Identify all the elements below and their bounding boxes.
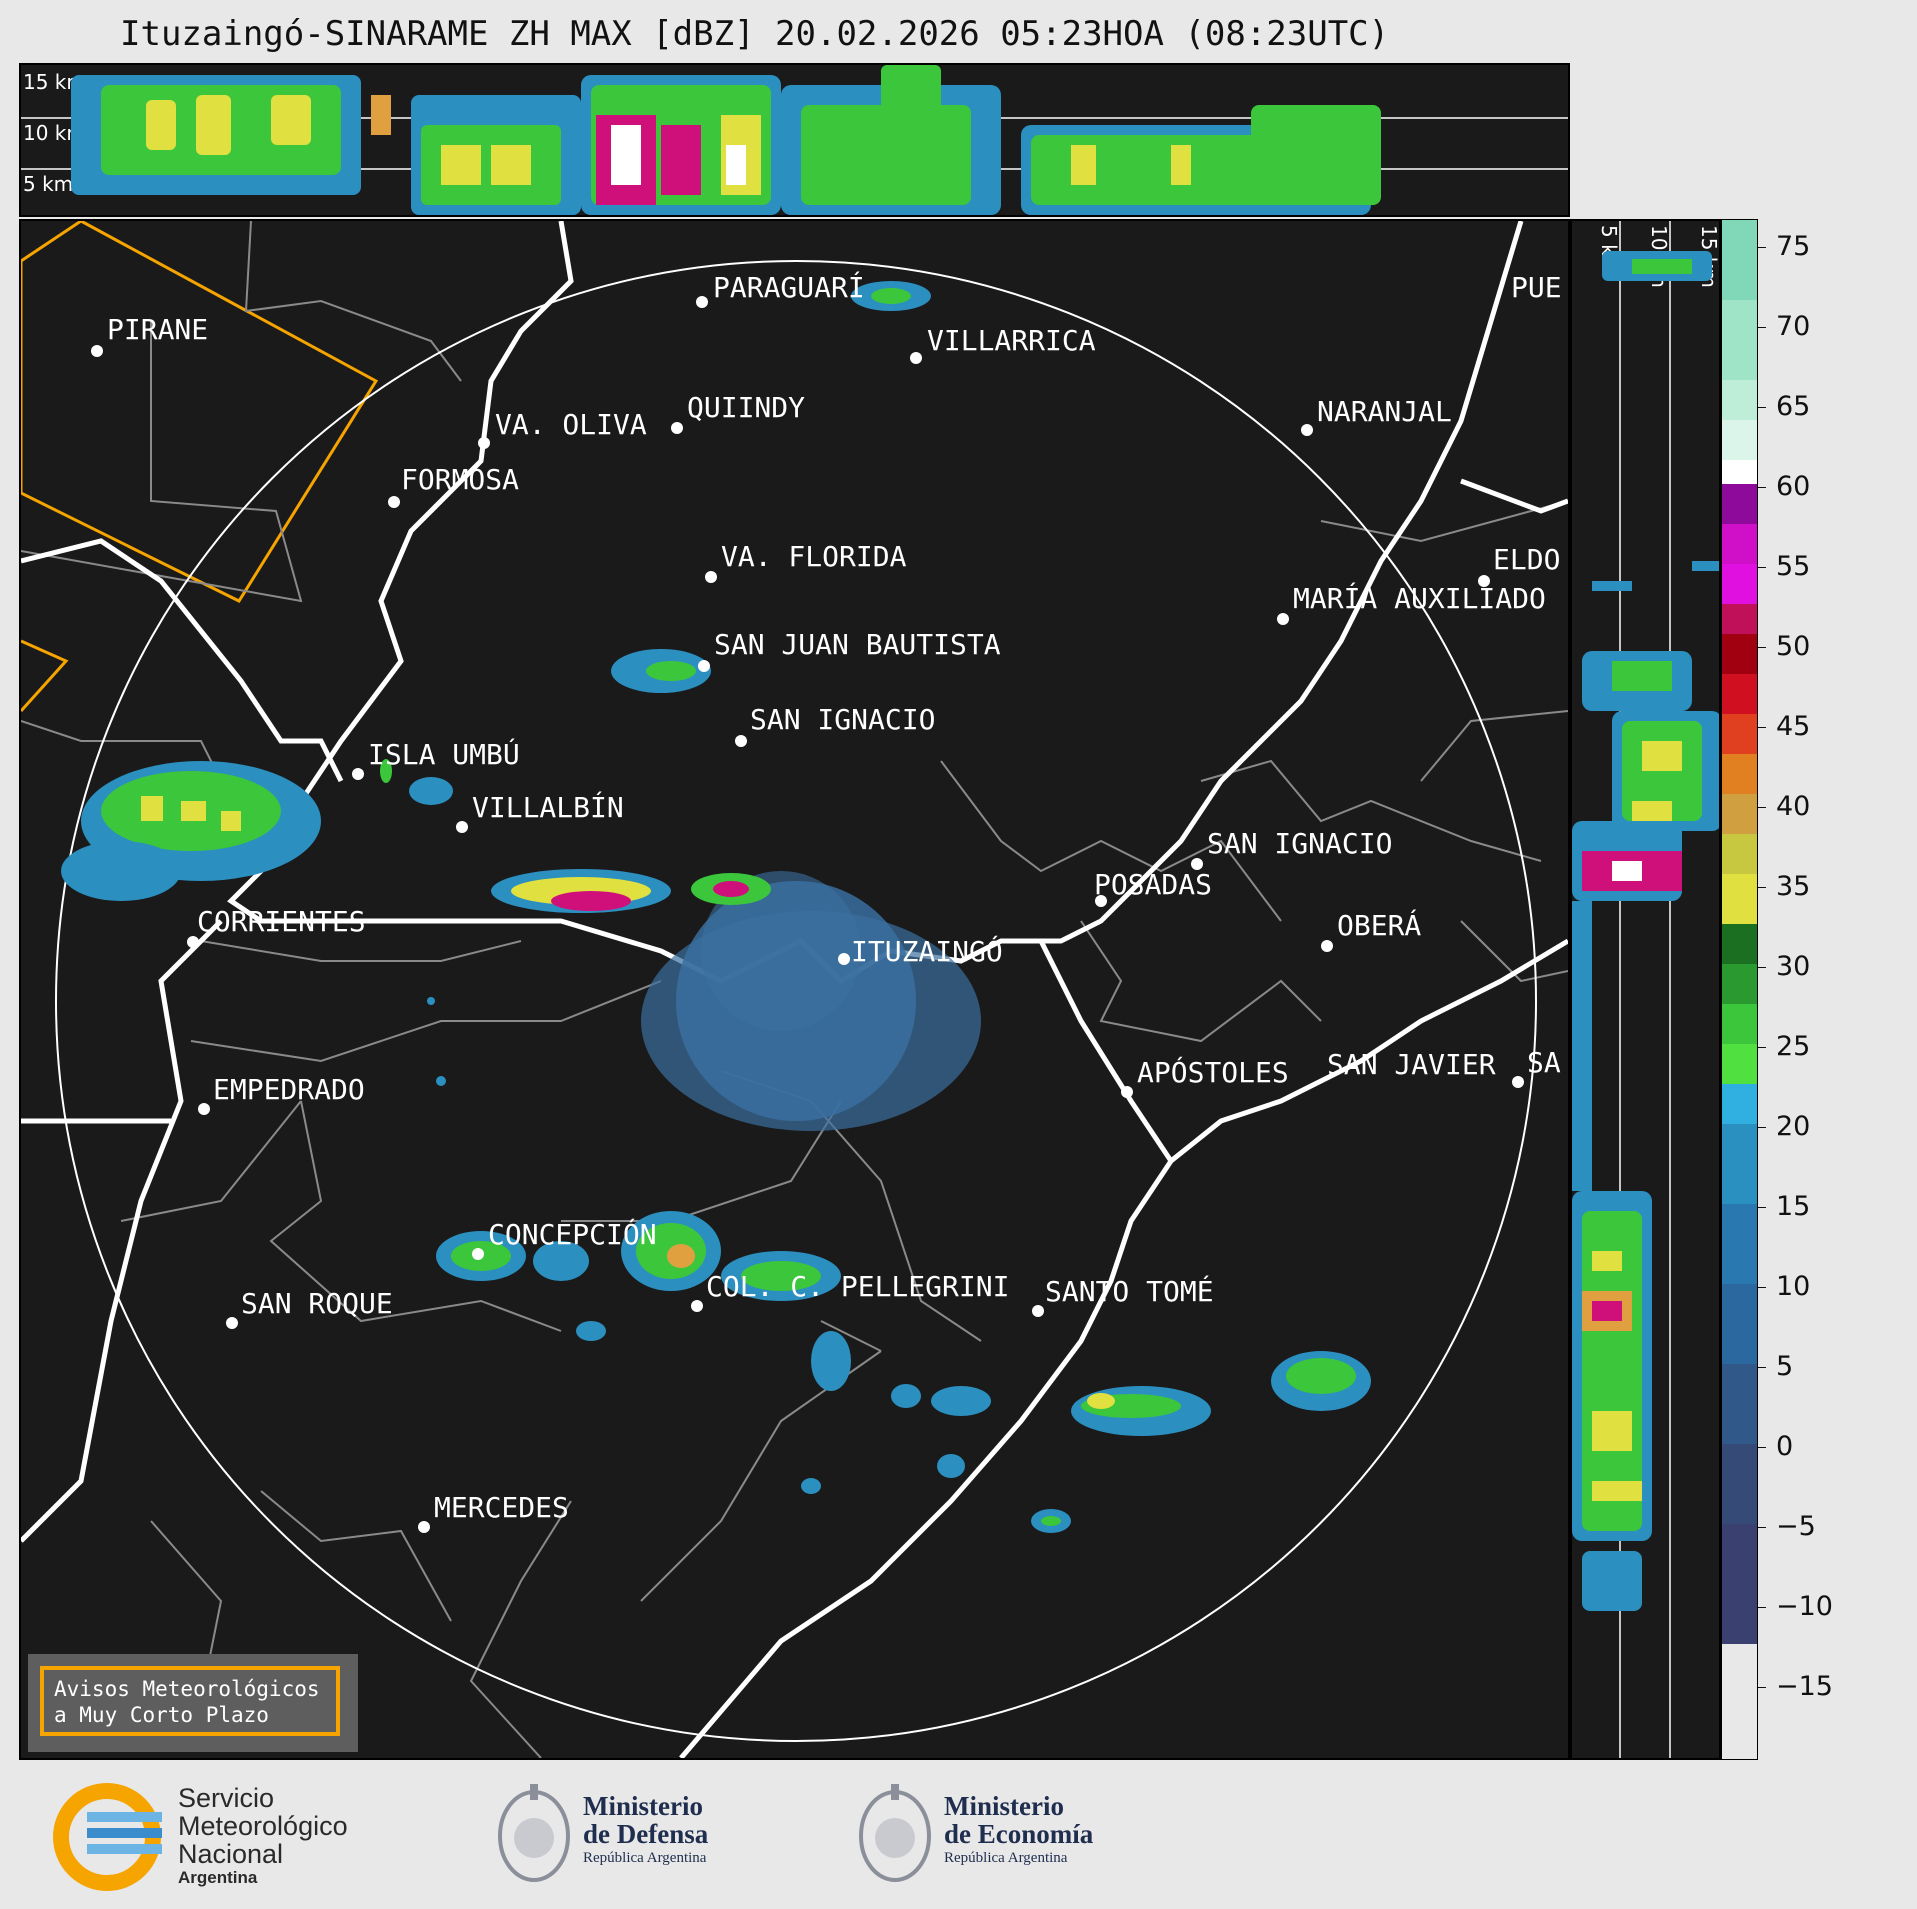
city-label-col-c-pellegrini: COL. C. PELLEGRINI	[706, 1270, 1009, 1303]
city-label-san-ignacio-py: SAN IGNACIO	[750, 703, 935, 736]
defensa-seal-icon	[498, 1784, 570, 1882]
city-label-posadas: POSADAS	[1094, 868, 1212, 901]
warning-legend-line2: a Muy Corto Plazo	[54, 1703, 269, 1727]
city-label-mercedes: MERCEDES	[434, 1491, 569, 1524]
tick-55: 55	[1758, 551, 1810, 582]
city-label-isla-umbu: ISLA UMBÚ	[368, 737, 520, 771]
city-label-apostoles: APÓSTOLES	[1137, 1055, 1289, 1089]
range-ring	[55, 260, 1537, 1742]
city-label-eldo: ELDO	[1493, 543, 1560, 576]
city-label-pirane: PIRANE	[107, 313, 208, 346]
radar-map: PARAGUARÍ VILLARRICA PIRANE QUIINDY VA. …	[19, 219, 1570, 1760]
tick-35: 35	[1758, 871, 1810, 902]
footer: Servicio Meteorológico Nacional Argentin…	[0, 1762, 1917, 1909]
warning-legend: Avisos Meteorológicos a Muy Corto Plazo	[28, 1654, 358, 1752]
tick-0: 0	[1758, 1431, 1793, 1462]
tick-75: 75	[1758, 231, 1810, 262]
side-echoes	[1572, 251, 1719, 1611]
tick-minus15: −15	[1758, 1671, 1833, 1702]
tick-45: 45	[1758, 711, 1810, 742]
defensa-name: Ministerio de Defensa República Argentin…	[583, 1791, 709, 1866]
city-label-sa: SA	[1527, 1046, 1561, 1079]
city-label-quiindy: QUIINDY	[687, 391, 805, 424]
warning-legend-line1: Avisos Meteorológicos	[54, 1677, 320, 1701]
city-label-santo-tome: SANTO TOMÉ	[1045, 1274, 1214, 1308]
tick-30: 30	[1758, 951, 1810, 982]
tick-10: 10	[1758, 1271, 1810, 1302]
tick-60: 60	[1758, 471, 1810, 502]
colorbar-ticks: 75 70 65 60 55 50 45 40 35 30 25 20 15 1…	[1758, 219, 1917, 1760]
tick-25: 25	[1758, 1031, 1810, 1062]
city-label-san-ignacio-ar: SAN IGNACIO	[1207, 827, 1392, 860]
city-label-empedrado: EMPEDRADO	[213, 1073, 365, 1106]
city-markers: PARAGUARÍ VILLARRICA PIRANE QUIINDY VA. …	[91, 270, 1562, 1533]
tick-minus5: −5	[1758, 1511, 1816, 1542]
city-label-paraguari: PARAGUARÍ	[713, 270, 865, 304]
city-label-naranjal: NARANJAL	[1317, 395, 1452, 428]
economia-seal-icon	[859, 1784, 931, 1882]
city-label-corrientes: CORRIENTES	[197, 905, 366, 938]
city-label-villarrica: VILLARRICA	[927, 324, 1096, 357]
warning-polygon-2	[21, 639, 69, 713]
city-label-maria-auxiliado: MARÍA AUXILIADO	[1293, 581, 1546, 615]
city-label-villalbin: VILLALBÍN	[472, 790, 624, 824]
clutter-echoes	[641, 871, 981, 1131]
tick-20: 20	[1758, 1111, 1810, 1142]
city-label-san-juan-bautista: SAN JUAN BAUTISTA	[714, 628, 1001, 661]
city-label-concepcion: CONCEPCIÓN	[488, 1217, 657, 1251]
tick-70: 70	[1758, 311, 1810, 342]
tick-5: 5	[1758, 1351, 1793, 1382]
city-label-ituzaingo: ITUZAINGÓ	[851, 934, 1003, 968]
smn-name: Servicio Meteorológico Nacional Argentin…	[178, 1783, 348, 1887]
colorbar	[1721, 219, 1758, 1760]
tick-65: 65	[1758, 391, 1810, 422]
chart-title: Ituzaingó-SINARAME ZH MAX [dBZ] 20.02.20…	[120, 14, 1390, 54]
smn-logo-icon	[53, 1783, 162, 1891]
economia-name: Ministerio de Economía República Argenti…	[944, 1791, 1094, 1866]
city-label-va-florida: VA. FLORIDA	[721, 540, 907, 573]
tick-50: 50	[1758, 631, 1810, 662]
precipitation-echoes	[61, 281, 1371, 1533]
warning-polygon	[21, 221, 379, 603]
tick-40: 40	[1758, 791, 1810, 822]
city-label-san-javier: SAN JAVIER	[1327, 1048, 1496, 1081]
city-label-pue: PUE	[1511, 271, 1562, 304]
side-cross-section: 5 km 10 km 15 km	[1570, 219, 1721, 1760]
warning-legend-box: Avisos Meteorológicos a Muy Corto Plazo	[40, 1666, 340, 1736]
city-label-san-roque: SAN ROQUE	[241, 1287, 393, 1320]
top-echoes	[71, 65, 1381, 215]
tick-minus10: −10	[1758, 1591, 1833, 1622]
city-label-obera: OBERÁ	[1337, 908, 1421, 942]
city-label-va-oliva: VA. OLIVA	[495, 408, 647, 441]
top-level-5km: 5 km	[23, 172, 73, 196]
tick-15: 15	[1758, 1191, 1810, 1222]
city-label-formosa: FORMOSA	[401, 463, 519, 496]
top-cross-section: 15 km 10 km 5 km	[19, 63, 1570, 217]
